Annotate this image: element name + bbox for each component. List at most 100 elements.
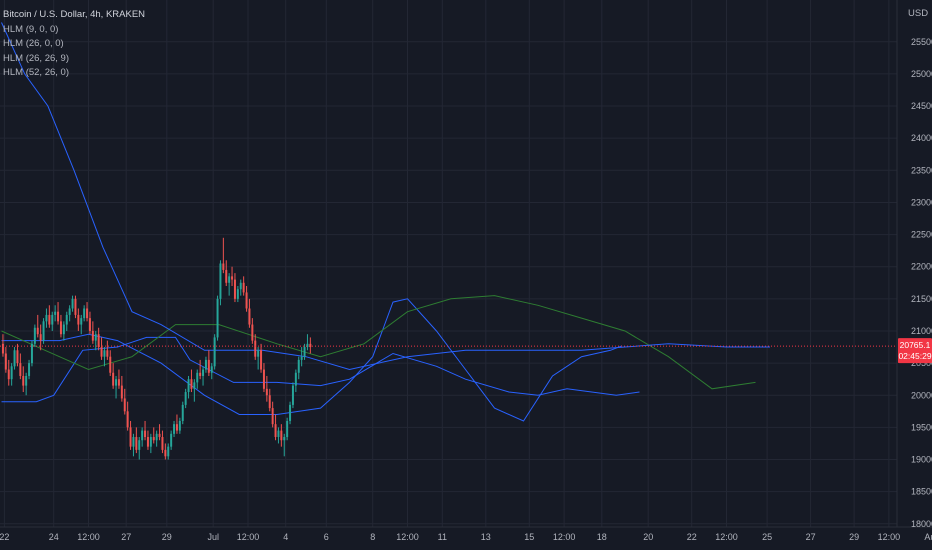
- candle: [88, 318, 91, 331]
- indicator-line: [1, 336, 640, 403]
- y-tick-label: 23000.0: [911, 197, 932, 207]
- x-tick-label: 29: [162, 532, 172, 542]
- x-tick-label: 8: [370, 532, 375, 542]
- y-tick-label: 20000.0: [911, 390, 932, 400]
- candle: [62, 324, 65, 335]
- y-tick-label: 23500.0: [911, 165, 932, 175]
- price-marker: 20765.102:45:29: [898, 338, 932, 364]
- x-tick-label: 12:00: [553, 532, 576, 542]
- y-tick-label: 21500.0: [911, 294, 932, 304]
- currency-label: USD: [908, 8, 929, 19]
- price-marker-box: [898, 338, 932, 364]
- x-tick-label: 11: [438, 532, 447, 542]
- x-tick-label: 20: [643, 532, 653, 542]
- legend-item[interactable]: HLM (26, 0, 0): [3, 38, 64, 49]
- candle: [141, 430, 144, 441]
- candle: [306, 343, 309, 348]
- candle: [193, 382, 196, 389]
- legend-item[interactable]: HLM (9, 0, 0): [3, 23, 59, 35]
- candle: [231, 276, 234, 280]
- y-tick-label: 25500.0: [911, 37, 932, 47]
- indicator-lines: [1, 22, 770, 422]
- y-tick-label: 19500.0: [911, 422, 932, 432]
- x-tick-label: 4: [283, 532, 288, 542]
- candle: [10, 366, 13, 380]
- y-tick-label: 24500.0: [911, 101, 932, 111]
- candle: [297, 359, 300, 373]
- grid: [0, 0, 932, 528]
- candle: [210, 366, 213, 373]
- candle: [178, 420, 181, 431]
- candle: [80, 318, 83, 325]
- y-tick-label: 24000.0: [911, 133, 932, 143]
- candle: [115, 379, 118, 386]
- candle: [175, 424, 178, 431]
- candle: [94, 334, 97, 341]
- candle: [265, 388, 268, 396]
- candle: [181, 404, 184, 421]
- candle: [112, 372, 115, 386]
- indicator-line: [1, 298, 623, 422]
- x-tick-label: 22: [0, 532, 9, 542]
- candle: [187, 379, 190, 393]
- candle: [149, 437, 152, 447]
- x-tick-label: Jul: [207, 532, 219, 542]
- x-tick-label: 13: [481, 532, 491, 542]
- candle: [260, 350, 263, 370]
- candle: [65, 314, 68, 325]
- x-tick-label: 25: [762, 532, 772, 542]
- legend-item[interactable]: HLM (26, 26, 9): [3, 52, 69, 64]
- x-tick-label: 6: [324, 532, 329, 542]
- candle: [54, 311, 57, 315]
- candle: [239, 282, 242, 290]
- candle: [170, 433, 173, 447]
- indicator-line: [1, 22, 770, 371]
- candle: [280, 430, 283, 441]
- candle: [222, 263, 225, 270]
- candle: [294, 372, 297, 386]
- candle: [129, 427, 132, 447]
- candle: [207, 359, 210, 373]
- candle: [161, 437, 164, 450]
- candle: [257, 350, 260, 357]
- x-tick-label: 15: [524, 532, 534, 542]
- candle: [173, 424, 176, 434]
- candle: [204, 359, 207, 370]
- candle: [13, 350, 16, 367]
- x-tick-label: 27: [806, 532, 816, 542]
- candle: [97, 334, 100, 348]
- candle: [91, 330, 94, 341]
- x-tick-label: 24: [49, 532, 59, 542]
- candle: [144, 430, 147, 438]
- y-tick-label: 18500.0: [911, 487, 932, 497]
- price-axis[interactable]: 25500.0 25000.0 24500.0 24000.0 23500.0 23000…: [911, 37, 932, 529]
- candle: [213, 337, 216, 367]
- candle: [33, 327, 36, 344]
- countdown-label: 02:45:29: [898, 351, 931, 361]
- candle: [184, 392, 187, 405]
- candle: [146, 437, 149, 447]
- candle: [132, 437, 135, 447]
- legend-item[interactable]: HLM (52, 26, 0): [3, 67, 69, 78]
- candle: [138, 440, 141, 450]
- time-axis[interactable]: 22 24 12:00 27 29 Jul 12:00 4 6 8 12:00 11 13 15 12:00…: [0, 532, 932, 542]
- candle: [167, 446, 170, 457]
- y-tick-label: 18000.0: [911, 519, 932, 529]
- candle: [164, 449, 167, 457]
- candle: [30, 343, 33, 364]
- candle: [103, 350, 106, 357]
- candle: [289, 404, 292, 421]
- y-tick-label: 21000.0: [911, 326, 932, 336]
- candle: [251, 324, 254, 341]
- x-tick-label: 29: [849, 532, 859, 542]
- candle: [158, 433, 161, 438]
- candle: [219, 263, 222, 299]
- candle: [120, 385, 123, 399]
- candle: [4, 353, 7, 370]
- candle: [42, 321, 45, 341]
- symbol-title[interactable]: Bitcoin / U.S. Dollar, 4h, KRAKEN: [3, 9, 146, 20]
- x-tick-label: Aug: [924, 532, 932, 542]
- candle: [36, 327, 39, 335]
